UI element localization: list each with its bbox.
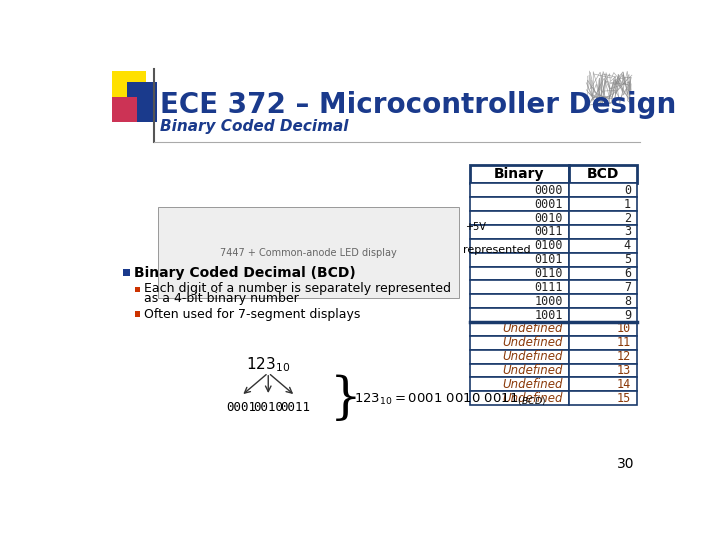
Text: 7: 7 [624,281,631,294]
Bar [469,184,569,197]
Bar [569,184,637,197]
Bar [569,280,637,294]
Bar [123,269,130,276]
Bar [112,97,137,122]
Text: 5: 5 [624,253,631,266]
Text: Often used for 7-segment displays: Often used for 7-segment displays [144,308,361,321]
Text: 1001: 1001 [534,308,563,321]
Text: 9: 9 [624,308,631,321]
Bar [469,294,569,308]
Text: 13: 13 [617,364,631,377]
Bar [569,294,637,308]
Text: 11: 11 [617,336,631,349]
Text: 0011: 0011 [534,225,563,238]
Text: 14: 14 [617,378,631,391]
Bar [569,363,637,377]
Text: Each digit of a number is separately represented: Each digit of a number is separately rep… [144,282,451,295]
Text: 1000: 1000 [534,295,563,308]
Text: 0001: 0001 [534,198,563,211]
Bar [469,239,569,253]
Bar [135,287,140,292]
Bar [469,267,569,280]
Text: BCD: BCD [587,167,619,181]
Text: 0001: 0001 [226,401,256,414]
Text: 0010: 0010 [253,401,283,414]
Bar [569,253,637,267]
Text: $123_{10} = 0001\ 0010\ 0011_{(BCD)}$: $123_{10} = 0001\ 0010\ 0011_{(BCD)}$ [354,392,546,408]
Bar [469,253,569,267]
Bar [469,225,569,239]
Bar [569,322,637,336]
Text: 10: 10 [617,322,631,335]
Bar [569,197,637,211]
Text: $123_{10}$: $123_{10}$ [246,356,290,374]
Text: as a 4-bit binary number: as a 4-bit binary number [144,292,299,306]
Bar [127,82,157,122]
Bar [135,311,140,316]
Bar [469,165,569,184]
Bar [569,239,637,253]
Text: 3: 3 [624,225,631,238]
Text: Undefined: Undefined [503,336,563,349]
Bar [469,322,569,336]
Text: 0111: 0111 [534,281,563,294]
Text: 2: 2 [624,212,631,225]
Text: 0110: 0110 [534,267,563,280]
Bar [469,350,569,363]
Text: +5V: +5V [465,221,486,232]
Bar [469,211,569,225]
Text: 6: 6 [624,267,631,280]
Text: }: } [330,375,362,424]
Text: 7447 + Common-anode LED display: 7447 + Common-anode LED display [220,248,397,258]
Bar [569,308,637,322]
Bar [469,280,569,294]
Bar [469,392,569,405]
Bar [569,165,637,184]
Text: represented: represented [463,245,531,254]
Text: 0101: 0101 [534,253,563,266]
Text: 0011: 0011 [280,401,310,414]
Text: Undefined: Undefined [503,392,563,404]
Text: Undefined: Undefined [503,322,563,335]
Text: 8: 8 [624,295,631,308]
Text: Binary Coded Decimal (BCD): Binary Coded Decimal (BCD) [134,266,356,280]
Text: Binary Coded Decimal: Binary Coded Decimal [160,119,348,134]
Text: ECE 372 – Microcontroller Design: ECE 372 – Microcontroller Design [160,91,676,119]
Bar [469,377,569,392]
Text: Binary: Binary [494,167,544,181]
Text: Undefined: Undefined [503,364,563,377]
Text: 4: 4 [624,239,631,252]
Text: 1: 1 [624,198,631,211]
Bar [469,363,569,377]
Text: 12: 12 [617,350,631,363]
Text: 0: 0 [624,184,631,197]
Bar [569,377,637,392]
Text: 0100: 0100 [534,239,563,252]
Bar [469,336,569,350]
Bar [469,308,569,322]
Bar [158,207,459,298]
Bar [569,267,637,280]
Bar [112,71,145,105]
Bar [469,197,569,211]
Bar [569,211,637,225]
Text: 0010: 0010 [534,212,563,225]
Text: 15: 15 [617,392,631,404]
Text: Undefined: Undefined [503,350,563,363]
Text: Undefined: Undefined [503,378,563,391]
Text: 0000: 0000 [534,184,563,197]
Bar [569,225,637,239]
Bar [569,392,637,405]
Bar [569,336,637,350]
Text: 30: 30 [617,457,635,470]
Bar [569,350,637,363]
